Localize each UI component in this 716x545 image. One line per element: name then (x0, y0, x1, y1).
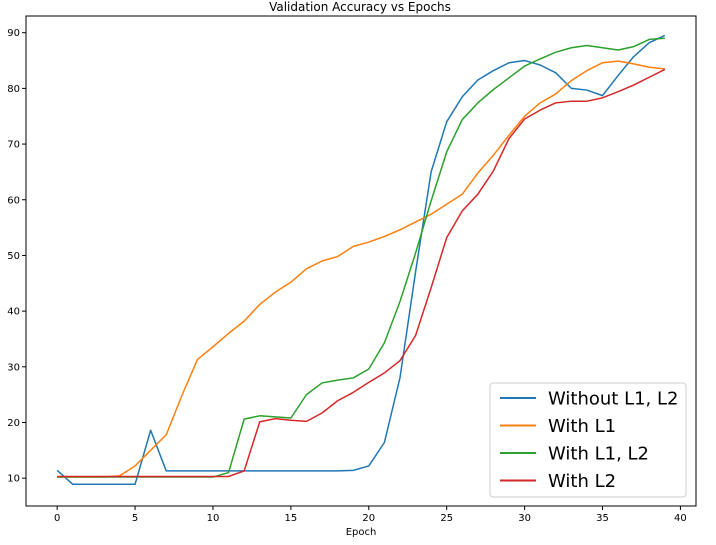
series-lines (56, 34, 666, 486)
legend-label-with-l2: With L2 (548, 471, 616, 492)
y-axis: 10 20 30 40 50 60 70 80 90 (7, 28, 26, 485)
x-axis-title: Epoch (346, 527, 377, 538)
y-tick-label: 80 (7, 84, 20, 95)
y-tick-label: 50 (7, 251, 20, 262)
legend-label-with-l1: With L1 (548, 416, 616, 437)
x-tick-label: 5 (132, 513, 138, 524)
plot-frame (25, 15, 697, 507)
series-line-without-l1-l2 (56, 34, 666, 486)
x-tick-label: 30 (518, 513, 531, 524)
legend-box (489, 382, 687, 498)
x-tick-label: 20 (362, 513, 375, 524)
y-tick-label: 30 (7, 362, 20, 373)
x-tick-label: 40 (674, 513, 687, 524)
x-tick-label: 0 (54, 513, 60, 524)
y-tick-label: 20 (7, 418, 20, 429)
series-line-with-l1 (57, 60, 665, 478)
x-axis: 0 5 10 15 20 25 30 35 40 (54, 506, 687, 524)
y-tick-label: 40 (7, 307, 20, 318)
x-tick-label: 15 (285, 513, 298, 524)
legend: Without L1, L2 With L1 With L1, L2 With L2 (489, 382, 687, 498)
x-tick-label: 35 (596, 513, 609, 524)
chart-title: Validation Accuracy vs Epochs (269, 0, 451, 14)
y-tick-label: 60 (7, 195, 20, 206)
y-tick-label: 90 (7, 28, 20, 39)
y-tick-label: 70 (7, 140, 20, 151)
x-tick-label: 25 (440, 513, 453, 524)
legend-label-without-l1-l2: Without L1, L2 (548, 389, 678, 410)
x-tick-label: 10 (207, 513, 220, 524)
legend-label-with-l1-l2: With L1, L2 (548, 444, 649, 465)
y-tick-label: 10 (7, 474, 20, 485)
series-line-with-l2 (57, 68, 666, 478)
